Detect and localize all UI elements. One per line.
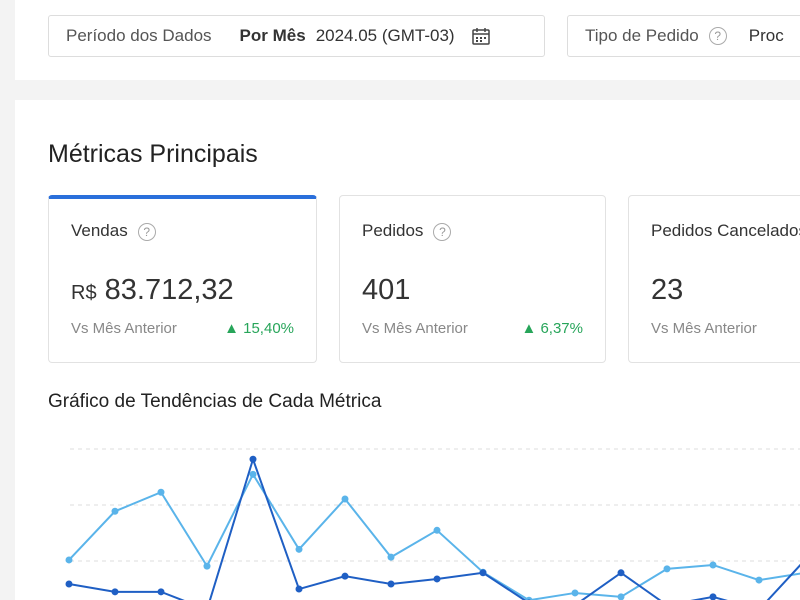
order-type-filter[interactable]: Tipo de Pedido ? Proc — [567, 15, 800, 57]
metric-name-text: Vendas — [71, 221, 128, 240]
trend-point — [157, 588, 165, 596]
metric-card[interactable]: Vendas? R$ 83.712,32 Vs Mês Anterior ▲ 1… — [48, 195, 317, 363]
compare-label: Vs Mês Anterior — [362, 320, 468, 337]
trend-point — [571, 589, 579, 597]
filter-bar: Período dos Dados Por Mês 2024.05 (GMT-0… — [15, 0, 800, 80]
filter-label: Período dos Dados — [66, 26, 212, 45]
filter-value: Proc — [748, 26, 784, 45]
filter-mode: Por Mês — [239, 26, 306, 45]
period-filter[interactable]: Período dos Dados Por Mês 2024.05 (GMT-0… — [48, 15, 545, 57]
change-text: 6,37% — [540, 320, 583, 337]
filter-label: Tipo de Pedido — [585, 26, 699, 45]
filter-value: 2024.05 (GMT-03) — [315, 26, 455, 45]
trend-point — [157, 488, 165, 496]
help-icon: ? — [433, 222, 452, 241]
trend-point — [387, 580, 395, 588]
metric-name-text: Pedidos — [362, 221, 424, 240]
help-icon: ? — [708, 27, 727, 45]
trend-point — [709, 593, 717, 600]
metric-value: 23 — [651, 274, 684, 306]
trend-point — [479, 569, 487, 577]
trend-point — [111, 507, 119, 515]
metric-value: R$ 83.712,32 — [71, 274, 234, 307]
help-icon: ? — [137, 222, 156, 241]
compare-label: Vs Mês Anterior — [71, 320, 177, 337]
trend-point — [755, 576, 763, 584]
trend-point — [433, 526, 441, 534]
change-text: 15,40% — [243, 320, 294, 337]
trend-point — [249, 455, 257, 463]
main-card: Métricas Principais Vendas? R$ 83.712,32… — [15, 100, 800, 600]
trend-point — [341, 495, 349, 503]
trend-point — [525, 596, 533, 600]
compare-label: Vs Mês Anterior — [651, 320, 757, 337]
change: ▲ 15,40% — [224, 320, 294, 337]
trend-point — [65, 556, 73, 564]
trend-point — [433, 575, 441, 583]
trend-point — [111, 588, 119, 596]
trend-point — [65, 580, 73, 588]
metric-name: Pedidos? — [362, 221, 452, 241]
value: 83.712,32 — [104, 274, 234, 306]
metric-card[interactable]: Pedidos? 401 Vs Mês Anterior ▲ 6,37% — [339, 195, 606, 363]
metric-value: 401 — [362, 274, 411, 306]
trend-point — [295, 585, 303, 593]
trend-point — [617, 593, 625, 600]
trend-point — [387, 553, 395, 561]
trend-point — [709, 561, 717, 569]
trend-point — [663, 565, 671, 573]
trend-point — [249, 470, 257, 478]
metric-card[interactable]: Pedidos Cancelados 23 Vs Mês Anterior — [628, 195, 800, 363]
change: ▲ 6,37% — [521, 320, 583, 337]
currency: R$ — [71, 282, 97, 304]
trend-point — [203, 562, 211, 570]
calendar-icon — [471, 28, 490, 45]
trend-point — [295, 545, 303, 553]
trend-point — [341, 572, 349, 580]
trend-point — [617, 569, 625, 577]
metric-name: Pedidos Cancelados — [651, 221, 800, 240]
chart-title: Gráfico de Tendências de Cada Métrica — [48, 391, 382, 412]
trend-chart — [65, 448, 800, 600]
metric-name: Vendas? — [71, 221, 156, 241]
section-title: Métricas Principais — [48, 140, 258, 168]
